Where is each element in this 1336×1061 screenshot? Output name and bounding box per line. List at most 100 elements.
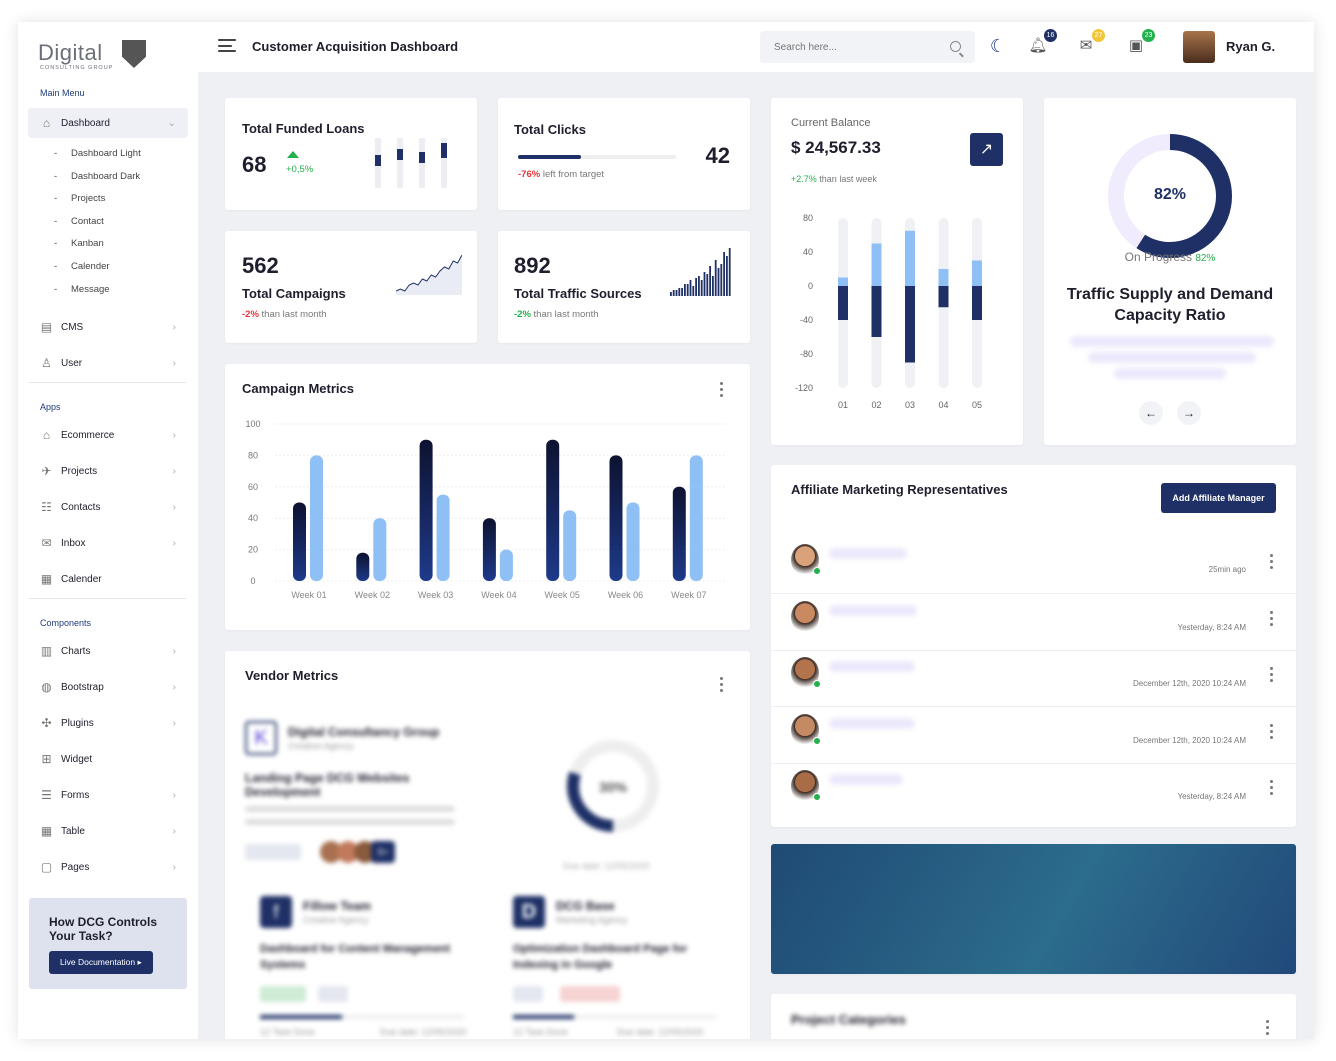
sidebar-item-user[interactable]: ♙ User › [28,348,188,378]
search-input[interactable] [760,31,930,63]
card-title: Campaign Metrics [242,381,354,396]
sidebar-subitem[interactable]: Calender [54,261,110,272]
chart-icon: ▥ [40,643,53,658]
online-indicator [813,680,821,688]
balance-bar-negative [905,286,915,363]
sidebar-subitem[interactable]: Projects [54,193,105,204]
section-components: Components [40,618,92,628]
project-categories-card: Project Categories [771,994,1296,1039]
arrow-up-right-icon[interactable]: ↗ [970,133,1003,166]
sidebar-item-app[interactable]: ⌂ Ecommerce › [28,420,188,450]
traffic-bar-sparkline [670,248,731,296]
more-options-icon[interactable] [1270,667,1274,683]
balance-bar-positive [871,243,882,286]
sidebar-item-component[interactable]: ⊞ Widget [28,744,188,774]
sidebar-item-cms[interactable]: ▤ CMS › [28,312,188,342]
traffic-bar [712,276,714,296]
clicks-note: left from target [542,169,605,180]
logo-text: Digital [38,40,103,65]
more-options-icon[interactable] [1266,1020,1270,1036]
sidebar-subitem[interactable]: Kanban [54,238,104,249]
avatar[interactable] [1183,31,1215,63]
sidebar-item-component[interactable]: ☰ Forms › [28,780,188,810]
team2-name: DCG Base [556,899,615,913]
list-item[interactable]: Yesterday, 8:24 AM [771,764,1296,820]
campaign-bar-dark [482,518,496,581]
add-affiliate-manager-button[interactable]: Add Affiliate Manager [1161,483,1276,513]
balance-note: than last week [819,174,877,184]
bell-icon[interactable]: 🔔︎ 16 [1028,29,1057,56]
list-item[interactable]: 25min ago [771,538,1296,594]
chevron-right-icon: › [172,645,176,657]
k-logo-icon: K [245,721,277,755]
search-icon[interactable] [950,41,961,52]
arrow-left-icon[interactable]: ← [1139,401,1163,425]
list-item[interactable]: Yesterday, 8:24 AM [771,595,1296,651]
more-options-icon[interactable] [1270,780,1274,796]
vendor-company: Digital Consultancy Group [288,725,440,739]
button-label: Live Documentation [60,957,136,967]
sidebar-item-dashboard[interactable]: ⌂ Dashboard ⌄ [28,108,188,138]
more-options-icon[interactable] [720,677,724,693]
gauge-center [1131,157,1209,235]
header: Customer Acquisition Dashboard ☾ 🔔︎16 ✉2… [198,22,1314,72]
traffic-sources-card: 892 Total Traffic Sources -2% than last … [498,231,750,343]
chevron-down-icon: ⌄ [167,117,176,129]
balance-bar-negative [972,286,982,320]
gift-icon[interactable]: ▣ 23 [1126,29,1155,56]
avatar [354,841,376,863]
y-tick-label: 40 [248,513,258,523]
sidebar-item-component[interactable]: ▢ Pages › [28,852,188,882]
placeholder-name [829,548,907,559]
balance-bar-positive [838,277,848,286]
contacts-icon: ☷ [41,499,52,514]
traffic-bar [672,290,675,296]
sidebar-item-component[interactable]: ▥ Charts › [28,636,188,666]
campaign-bar-dark [356,552,370,581]
user-name[interactable]: Ryan G. [1226,39,1276,54]
avatar [320,841,342,863]
moon-icon[interactable]: ☾ [989,36,1007,56]
more-options-icon[interactable] [1270,554,1274,570]
total-campaigns-card: 562 Total Campaigns -2% than last month [225,231,477,343]
sidebar-item-app[interactable]: ▦ Calender [28,564,188,594]
sidebar-item-component[interactable]: ▦ Table › [28,816,188,846]
sidebar-item-app[interactable]: ✈ Projects › [28,456,188,486]
sidebar-item-label: Contacts [61,501,101,513]
sidebar-subitem[interactable]: Dashboard Light [54,148,141,159]
card-title: Affiliate Marketing Representatives [791,482,1008,497]
sidebar-subitem-label: Dashboard Light [71,148,141,159]
more-options-icon[interactable] [1270,610,1274,627]
sidebar-subitem[interactable]: Dashboard Dark [54,171,140,182]
hamburger-menu-icon[interactable] [218,39,236,52]
logo[interactable]: Digital CONSULTING GROUP [38,40,168,71]
funded-bar [441,142,447,158]
mail-icon[interactable]: ✉ 27 [1076,29,1105,56]
campaign-bar-light [563,510,577,581]
sidebar-subitem[interactable]: Contact [54,216,104,227]
sidebar-item-app[interactable]: ✉ Inbox › [28,528,188,558]
inbox-icon: ✉ [41,535,52,550]
row-timestamp: Yesterday, 8:24 AM [1177,622,1247,632]
sidebar-item-app[interactable]: ☷ Contacts › [28,492,188,522]
list-item[interactable]: December 12th, 2020 10:24 AM [771,708,1296,764]
sidebar-item-component[interactable]: ✣ Plugins › [28,708,188,738]
more-options-icon[interactable] [720,382,724,398]
sidebar-subitem[interactable]: Message [54,284,110,295]
funded-bar-track [441,138,447,188]
forms-icon: ☰ [41,787,52,802]
more-options-icon[interactable] [1270,723,1274,740]
list-item[interactable]: December 12th, 2020 10:24 AM [771,651,1296,707]
sidebar-item-component[interactable]: ◍ Bootstrap › [28,672,188,702]
campaign-bar-chart: 100 80 60 40 20 0 Week 01 Week 02 Week 03 Week 04… [245,419,725,600]
y-tick-label: 100 [245,419,260,429]
campaigns-value: 562 [242,253,279,278]
arrow-right-icon[interactable]: → [1177,401,1201,425]
traffic-bar [717,268,720,296]
progress-track [260,1015,464,1019]
traffic-bar [698,276,700,296]
live-documentation-button[interactable]: Live Documentation ▸ [49,951,153,974]
traffic-bar [689,280,692,296]
home-icon: ⌂ [42,115,51,130]
tag-badge [513,986,543,1002]
